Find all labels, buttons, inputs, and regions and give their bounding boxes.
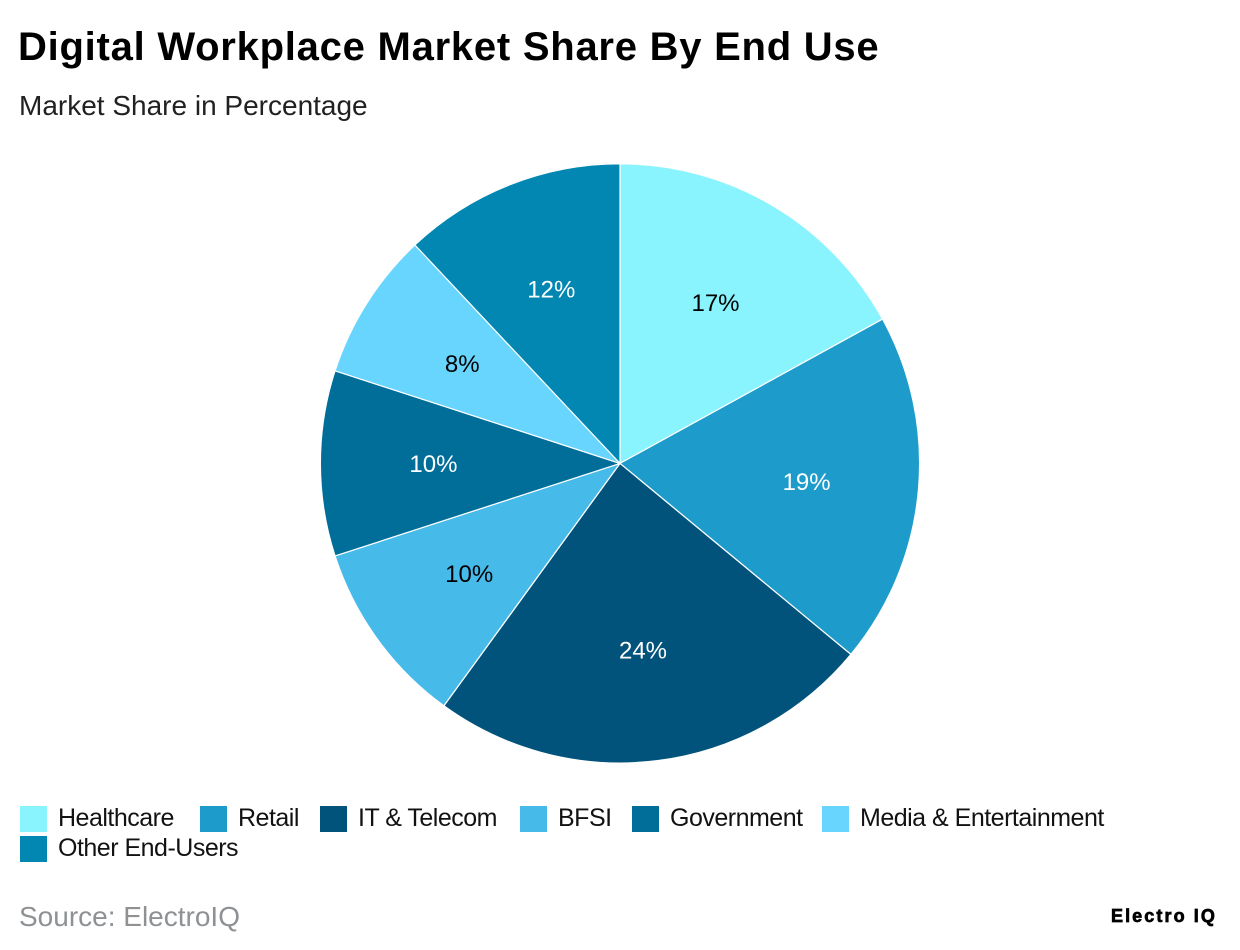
svg-text:8%: 8% <box>445 351 480 378</box>
svg-text:10%: 10% <box>445 561 493 588</box>
svg-text:19%: 19% <box>783 469 831 496</box>
svg-text:10%: 10% <box>409 451 457 478</box>
svg-text:17%: 17% <box>691 290 739 317</box>
svg-text:12%: 12% <box>527 277 575 304</box>
svg-text:24%: 24% <box>619 637 667 664</box>
